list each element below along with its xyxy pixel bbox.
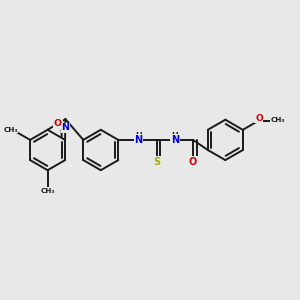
Text: CH₃: CH₃ xyxy=(3,127,18,133)
Text: H: H xyxy=(172,131,178,140)
Text: S: S xyxy=(153,157,160,167)
Text: O: O xyxy=(255,114,263,123)
Text: O: O xyxy=(54,119,62,128)
Text: CH₃: CH₃ xyxy=(40,188,55,194)
Text: N: N xyxy=(134,135,142,145)
Text: O: O xyxy=(189,157,197,167)
Text: N: N xyxy=(171,135,179,145)
Text: H: H xyxy=(135,131,142,140)
Text: CH₃: CH₃ xyxy=(271,117,285,123)
Text: N: N xyxy=(61,123,69,132)
